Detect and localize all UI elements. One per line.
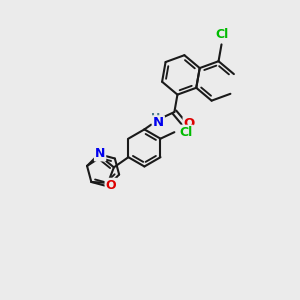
Text: N: N xyxy=(153,116,164,129)
Text: Cl: Cl xyxy=(180,126,193,139)
Text: H: H xyxy=(151,113,160,123)
Text: O: O xyxy=(106,179,116,192)
Text: N: N xyxy=(95,147,105,161)
Text: Cl: Cl xyxy=(215,28,228,40)
Text: O: O xyxy=(184,117,195,130)
